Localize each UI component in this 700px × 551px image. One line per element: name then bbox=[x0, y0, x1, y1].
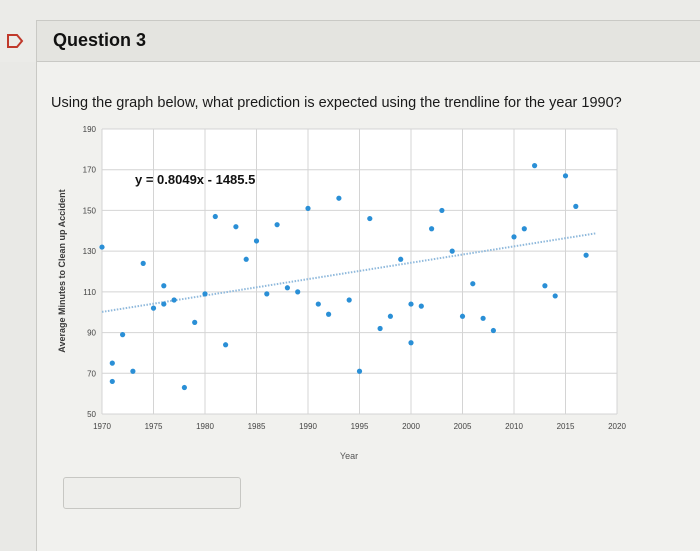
data-point bbox=[439, 207, 445, 214]
data-point bbox=[552, 293, 558, 299]
data-point bbox=[171, 297, 177, 303]
x-tick-label: 1975 bbox=[145, 422, 163, 431]
data-point bbox=[120, 332, 126, 338]
y-tick-label: 190 bbox=[83, 125, 97, 134]
data-point bbox=[408, 340, 414, 346]
data-point bbox=[161, 283, 167, 289]
y-axis-label: Average Minutes to Clean up Accident bbox=[57, 189, 67, 352]
data-point bbox=[264, 291, 270, 297]
data-point bbox=[511, 234, 517, 240]
x-tick-label: 2010 bbox=[505, 422, 523, 431]
data-point bbox=[429, 226, 435, 232]
data-point bbox=[387, 313, 393, 319]
y-tick-label: 90 bbox=[87, 329, 96, 338]
trendline-equation: y = 0.8049x - 1485.5 bbox=[135, 172, 255, 187]
grid-lines bbox=[101, 128, 618, 415]
data-point bbox=[346, 297, 352, 303]
x-tick-label: 1970 bbox=[93, 422, 111, 431]
data-point bbox=[243, 256, 249, 262]
data-point bbox=[181, 384, 187, 391]
data-point bbox=[202, 291, 208, 297]
data-point bbox=[150, 305, 157, 311]
data-point bbox=[480, 315, 486, 321]
data-point bbox=[449, 248, 455, 254]
question-header: Question 3 bbox=[37, 21, 700, 62]
data-point bbox=[542, 283, 548, 289]
x-tick-label: 2020 bbox=[608, 422, 626, 431]
data-point bbox=[418, 303, 424, 309]
data-point bbox=[315, 301, 321, 307]
data-point bbox=[521, 226, 527, 232]
data-point bbox=[305, 205, 311, 211]
data-point bbox=[326, 311, 332, 317]
y-tick-label: 150 bbox=[83, 206, 97, 215]
data-point bbox=[284, 285, 290, 291]
data-point bbox=[532, 163, 538, 169]
y-tick-label: 130 bbox=[83, 247, 97, 256]
x-tick-label: 2005 bbox=[454, 422, 472, 431]
data-point bbox=[367, 215, 373, 222]
y-tick-labels: 50 70 90 110 130 150 170 190 bbox=[83, 125, 97, 419]
data-point bbox=[253, 238, 260, 244]
data-point bbox=[408, 301, 414, 307]
data-point bbox=[140, 260, 146, 266]
data-point bbox=[377, 325, 383, 332]
question-prompt: Using the graph below, what prediction i… bbox=[51, 95, 622, 111]
flag-icon[interactable] bbox=[6, 34, 24, 48]
data-point bbox=[130, 368, 136, 374]
data-point bbox=[470, 281, 476, 287]
data-point bbox=[192, 319, 198, 325]
data-point bbox=[356, 368, 363, 374]
x-tick-label: 2000 bbox=[402, 422, 420, 431]
data-point bbox=[583, 252, 589, 258]
data-points bbox=[99, 163, 589, 391]
data-point bbox=[295, 289, 301, 295]
x-tick-label: 1990 bbox=[299, 422, 317, 431]
data-point bbox=[233, 224, 239, 230]
question-title: Question 3 bbox=[53, 30, 147, 50]
x-tick-label: 1995 bbox=[351, 422, 369, 431]
x-tick-labels: 1970 1975 1980 1985 1990 1995 2000 2005 2010 2015… bbox=[93, 422, 626, 431]
x-axis-label: Year bbox=[340, 451, 358, 461]
data-point bbox=[562, 173, 569, 179]
question-card: Question 3 Using the graph below, what p… bbox=[36, 20, 700, 551]
data-point bbox=[161, 301, 167, 307]
data-point bbox=[109, 378, 115, 385]
x-tick-label: 2015 bbox=[557, 422, 575, 431]
data-point bbox=[398, 256, 404, 262]
data-point bbox=[223, 342, 229, 348]
data-point bbox=[573, 203, 579, 209]
data-point bbox=[99, 244, 105, 250]
data-point bbox=[274, 222, 280, 228]
scatter-chart: 50 70 90 110 130 150 170 190 1970 1975 1980 1985 19… bbox=[47, 121, 637, 501]
trendline bbox=[101, 232, 597, 313]
x-tick-label: 1985 bbox=[248, 422, 266, 431]
data-point bbox=[336, 195, 342, 201]
answer-input[interactable] bbox=[63, 477, 241, 509]
data-point bbox=[459, 313, 466, 319]
y-tick-label: 110 bbox=[83, 288, 96, 297]
y-tick-label: 70 bbox=[87, 369, 96, 378]
data-point bbox=[212, 213, 218, 220]
data-point bbox=[490, 327, 496, 334]
y-tick-label: 170 bbox=[83, 166, 97, 175]
y-tick-label: 50 bbox=[87, 410, 96, 419]
data-point bbox=[109, 360, 115, 366]
x-tick-label: 1980 bbox=[196, 422, 214, 431]
